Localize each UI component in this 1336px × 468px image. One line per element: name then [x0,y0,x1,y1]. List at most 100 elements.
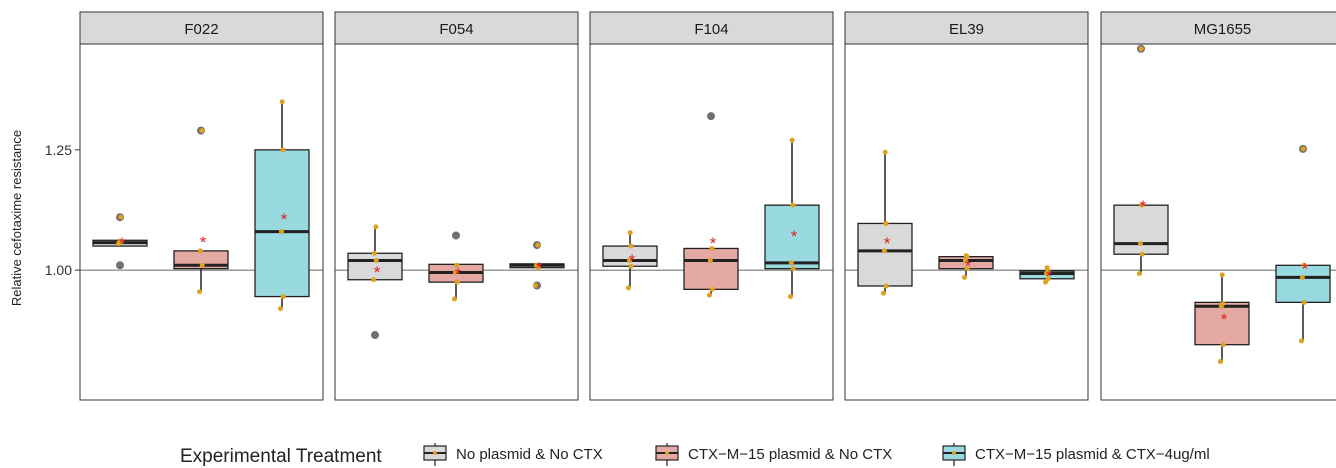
facet-strip-label: F022 [184,21,218,38]
data-point [1301,262,1307,268]
legend-key-point [952,451,956,455]
facet-panel: EL39 * * * [844,11,1089,401]
data-point [883,220,889,226]
data-point [1139,251,1145,257]
outlier-point [707,112,715,121]
mean-marker: * [884,234,891,253]
boxplot: * [764,137,820,300]
facet-strip [79,11,324,45]
data-point [280,294,286,300]
data-point [626,285,631,291]
panel-border [589,43,834,401]
data-point [1043,279,1048,285]
boxplot: * [857,149,913,296]
outlier-point [371,331,379,340]
data-point [709,245,715,251]
boxplot: * [1113,44,1169,276]
data-point [626,257,632,263]
data-point [628,243,634,249]
data-point [964,266,970,272]
data-point [535,242,541,248]
data-point [1299,338,1304,344]
data-point [454,279,460,285]
boxplot: * [683,112,739,298]
y-axis-label: Relative cefotaxime resistance [9,130,24,306]
data-point [709,286,715,292]
box [347,252,403,281]
mean-marker: * [1046,267,1053,286]
facet-strip [334,11,579,45]
facet-strip-label: F104 [694,21,728,38]
mean-marker: * [281,210,288,229]
legend-items: No plasmid & No CTX CTX−M−15 plasmid & No… [423,443,1210,466]
data-point [962,274,967,280]
data-point [279,99,285,105]
facet-panel: F054 * * * [334,11,579,401]
facet-panel: F022 * * * [79,11,324,401]
panel-border [1100,43,1336,401]
data-point [197,289,202,295]
boxplot: * [254,99,310,312]
facet-panels: F022 * * * F054 * * * F104 * * * EL39 * * * MG1655 * * * [79,11,1336,401]
data-point [533,283,538,289]
panel-content: * * * [335,224,578,340]
y-axis: 1.00 1.25 [45,142,80,278]
facet-strip-label: F054 [439,21,473,38]
data-point [790,266,796,272]
data-point [1219,272,1225,278]
mean-marker: * [455,265,462,284]
data-point [1137,241,1143,247]
data-point [1138,46,1144,52]
panel-content: * * * [80,99,323,312]
data-point [454,262,460,268]
data-point [1137,270,1142,276]
mean-marker: * [1221,310,1228,329]
data-point [881,248,887,254]
mean-marker: * [629,251,636,270]
data-point [788,294,793,300]
boxplot: * [173,126,229,295]
data-point [707,257,713,263]
outlier-point [452,231,460,240]
box [764,204,820,270]
data-point [1220,342,1226,348]
data-point [278,306,283,312]
panel-border [844,43,1089,401]
boxplot: * [428,231,484,302]
facet-strip [844,11,1089,45]
box [683,247,739,291]
data-point [628,263,634,269]
data-point [371,250,377,256]
data-point [452,270,458,276]
data-point [1045,276,1051,282]
mean-marker: * [1140,197,1147,216]
mean-marker: * [791,227,798,246]
data-point [627,230,633,236]
legend-item-label: CTX−M−15 plasmid & CTX−4ug/ml [975,446,1210,463]
data-point [373,257,379,263]
boxplot: * [1194,272,1250,365]
panel-border [334,43,579,401]
data-point [1220,301,1226,307]
mean-marker: * [119,234,126,253]
panel-content: * * * [590,112,833,300]
facet-panel: F104 * * * [589,11,834,401]
outlier-point [116,261,124,270]
boxplot: * [509,241,565,290]
mean-marker: * [1302,260,1309,279]
boxplot: * [602,230,658,291]
legend: Experimental Treatment No plasmid & No C… [180,443,1210,467]
legend-title: Experimental Treatment [180,446,382,467]
boxplot: * [1275,144,1331,344]
legend-key-point [665,451,669,455]
facet-strip-label: MG1655 [1194,21,1252,38]
data-point [116,239,122,245]
data-point [789,137,795,143]
boxplot: * [938,253,994,280]
mean-marker: * [710,234,717,253]
legend-item: No plasmid & No CTX [423,443,603,466]
data-point [373,224,379,230]
data-point [1301,299,1307,305]
data-point [963,253,969,259]
